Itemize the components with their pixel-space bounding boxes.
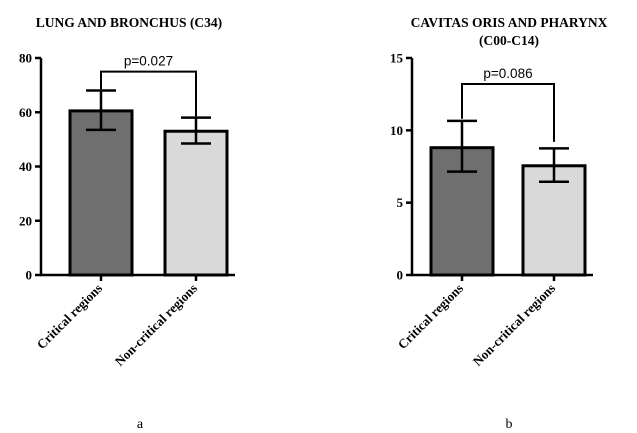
y-tick-label: 0 xyxy=(26,268,33,283)
panel-label: b xyxy=(506,417,513,432)
significance-bracket xyxy=(461,83,555,142)
y-tick-label: 5 xyxy=(397,195,404,210)
y-tick-label: 80 xyxy=(19,51,32,66)
chart-title-line: (C00-C14) xyxy=(479,33,539,48)
panel-label: a xyxy=(137,417,144,432)
panel-lung-bronchus: LUNG AND BRONCHUS (C34) 0 20 40 60 80 Critical… xyxy=(19,15,235,432)
p-value-label: p=0.086 xyxy=(483,66,532,81)
bar xyxy=(521,164,587,277)
bar xyxy=(68,109,134,277)
y-tick-label: 0 xyxy=(397,268,404,283)
chart-title-line: CAVITAS ORIS AND PHARYNX xyxy=(411,15,608,30)
p-value-label: p=0.027 xyxy=(124,54,173,69)
bar xyxy=(163,129,229,277)
x-tick-label: Non-critical regions xyxy=(470,281,558,369)
y-tick-label: 40 xyxy=(19,159,32,174)
chart-title-line: LUNG AND BRONCHUS (C34) xyxy=(36,15,222,30)
x-tick-label: Critical regions xyxy=(395,281,466,352)
x-tick-label: Critical regions xyxy=(34,281,105,352)
y-tick-label: 20 xyxy=(19,213,32,228)
significance-bracket xyxy=(100,70,197,117)
y-tick-label: 10 xyxy=(390,123,403,138)
panel-cavitas-oris-pharynx: CAVITAS ORIS AND PHARYNX (C00-C14) 0 5 10 15 C… xyxy=(390,15,608,432)
y-tick-label: 15 xyxy=(390,51,404,66)
x-tick-label: Non-critical regions xyxy=(112,281,200,369)
y-tick-label: 60 xyxy=(19,105,32,120)
